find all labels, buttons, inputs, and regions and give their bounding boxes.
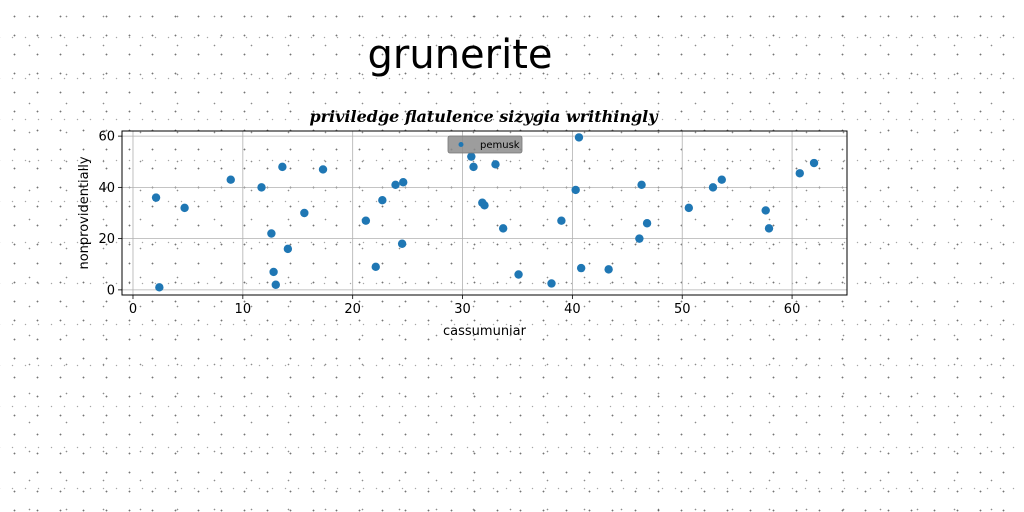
y-tick-label: 60 — [98, 130, 115, 145]
data-point — [684, 203, 694, 213]
legend: pemusk — [447, 135, 523, 154]
x-tick-label: 50 — [674, 302, 691, 317]
data-point — [574, 133, 584, 142]
data-point — [300, 208, 309, 218]
data-point — [480, 201, 489, 210]
data-point — [378, 195, 387, 205]
data-point — [269, 267, 278, 277]
data-point — [399, 178, 408, 187]
data-point — [151, 193, 161, 202]
data-point — [267, 229, 276, 238]
data-point — [795, 169, 804, 178]
data-point — [467, 152, 476, 161]
data-point — [717, 175, 726, 184]
page-title: grunerite — [367, 32, 553, 78]
y-axis-label: nonprovidentially — [77, 156, 92, 269]
data-point — [576, 263, 586, 273]
data-point — [764, 224, 774, 233]
legend-label: pemusk — [480, 140, 520, 151]
x-axis-label: cassumuniar — [443, 324, 527, 339]
data-point — [397, 239, 407, 248]
data-points — [151, 133, 819, 292]
data-point — [637, 180, 646, 190]
x-tick-label: 60 — [784, 302, 801, 317]
data-point — [283, 244, 293, 254]
x-tick-label: 30 — [454, 302, 471, 317]
data-point — [278, 162, 287, 172]
axis-ticks: 0 10 20 30 40 50 60 0 20 40 60 — [98, 130, 800, 317]
data-point — [498, 224, 508, 233]
data-point — [708, 183, 718, 192]
data-point — [226, 175, 235, 184]
data-point — [557, 216, 566, 225]
grid — [122, 131, 847, 295]
data-point — [571, 185, 580, 195]
data-point — [318, 165, 328, 174]
chart-title: priviledge flatulence sizygia writhingly — [309, 107, 659, 126]
data-point — [371, 262, 380, 272]
y-tick-label: 0 — [107, 283, 115, 298]
legend-marker — [458, 142, 464, 147]
data-point — [391, 180, 400, 190]
data-point — [642, 219, 652, 228]
y-tick-label: 20 — [98, 232, 115, 247]
data-point — [469, 162, 478, 172]
legend-box — [447, 135, 523, 154]
data-point — [809, 158, 819, 168]
data-point — [257, 183, 266, 192]
plot-area — [121, 130, 848, 296]
data-point — [547, 279, 556, 288]
data-point — [635, 234, 644, 243]
x-tick-label: 0 — [129, 302, 137, 317]
x-tick-label: 20 — [344, 302, 361, 317]
data-point — [514, 270, 523, 279]
data-point — [761, 206, 770, 215]
data-point — [361, 216, 371, 225]
data-point — [155, 283, 164, 292]
data-point — [180, 203, 189, 213]
y-tick-label: 40 — [98, 181, 115, 196]
x-tick-label: 10 — [235, 302, 252, 317]
data-point — [604, 265, 613, 274]
data-point — [271, 280, 280, 289]
data-point — [491, 160, 500, 169]
x-tick-label: 40 — [564, 302, 581, 317]
